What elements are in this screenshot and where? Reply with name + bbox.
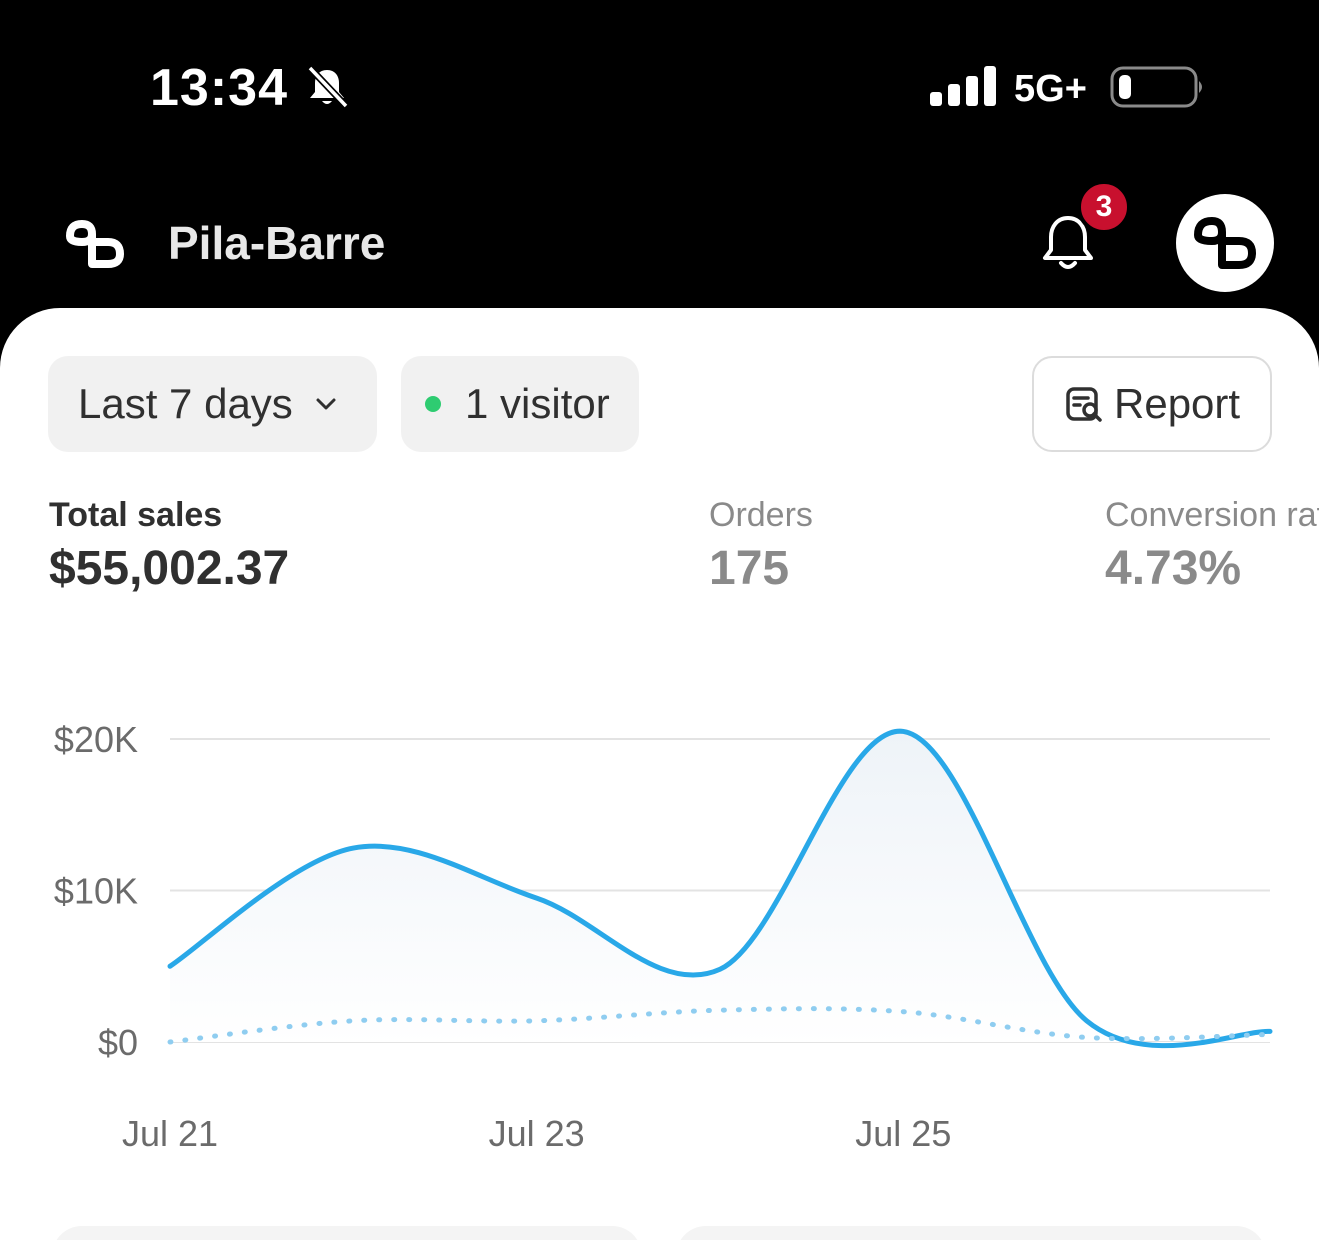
metric-label: Orders (709, 496, 813, 534)
notification-badge: 3 (1077, 180, 1131, 234)
y-tick-label: $20K (54, 719, 138, 760)
network-type: 5G+ (1014, 68, 1087, 110)
store-logo-icon[interactable] (64, 218, 126, 270)
metric-value: 4.73% (1105, 542, 1242, 595)
x-tick-label: Jul 21 (122, 1113, 218, 1154)
notifications-bell-icon[interactable] (1036, 212, 1100, 274)
summary-card-left[interactable] (52, 1226, 642, 1240)
live-indicator-dot (425, 396, 441, 412)
metric-label: Conversion rate (1105, 496, 1319, 534)
report-search-icon (1066, 387, 1102, 422)
battery-icon (1110, 66, 1202, 108)
summary-card-right[interactable] (676, 1226, 1266, 1240)
metric-value: 175 (709, 542, 790, 595)
y-tick-label: $10K (54, 871, 138, 912)
metric-total-sales[interactable]: Total sales $55,002.37 (49, 496, 289, 596)
chevron-down-icon (316, 398, 336, 410)
live-visitors-label: 1 visitor (465, 380, 610, 427)
bell-off-icon (307, 65, 349, 109)
y-tick-label: $0 (98, 1022, 138, 1063)
sales-series-line (167, 728, 1273, 1049)
x-tick-label: Jul 23 (489, 1113, 585, 1154)
report-button[interactable]: Report (1032, 356, 1272, 452)
signal-icon (930, 66, 996, 106)
date-range-selector[interactable]: Last 7 days (48, 356, 377, 452)
account-logo-icon (1194, 217, 1256, 269)
store-name[interactable]: Pila-Barre (168, 217, 386, 269)
account-avatar[interactable] (1176, 194, 1274, 292)
live-visitors-chip[interactable]: 1 visitor (401, 356, 639, 452)
sales-line-chart[interactable]: $0 $10K $20K Jul 21 Jul 23 Jul 25 (0, 688, 1319, 1168)
x-tick-label: Jul 25 (855, 1113, 951, 1154)
metric-conversion-rate[interactable]: Conversion rate 4.73% (1105, 496, 1319, 596)
metric-value: $55,002.37 (49, 542, 290, 595)
report-label: Report (1114, 380, 1241, 427)
analytics-card: Last 7 days 1 visitor Report Total sales… (0, 308, 1319, 1240)
metric-orders[interactable]: Orders 175 (709, 496, 813, 596)
date-range-label: Last 7 days (78, 380, 293, 427)
status-time: 13:34 (150, 59, 288, 117)
sales-area-fill (170, 731, 1270, 1046)
metric-label: Total sales (49, 496, 223, 534)
